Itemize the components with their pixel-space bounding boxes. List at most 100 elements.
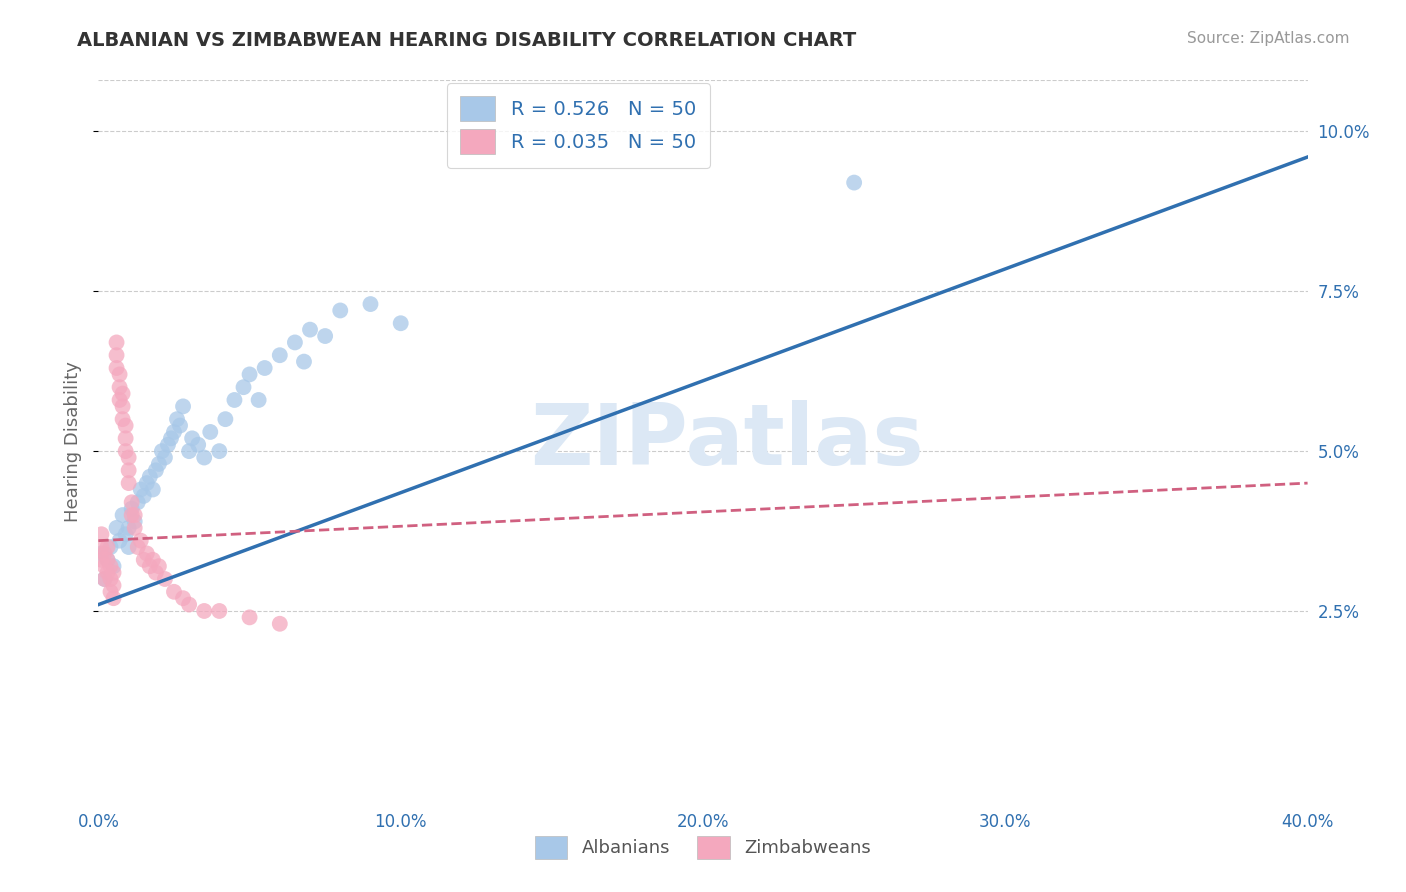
Point	[124, 508, 146, 522]
Point	[329, 303, 352, 318]
Point	[111, 508, 134, 522]
Point	[208, 444, 231, 458]
Point	[96, 553, 118, 567]
Point	[118, 521, 141, 535]
Point	[214, 412, 236, 426]
Point	[108, 368, 131, 382]
Point	[163, 584, 186, 599]
Point	[90, 546, 112, 560]
Point	[103, 566, 125, 580]
Point	[129, 483, 152, 497]
Point	[108, 392, 131, 407]
Point	[121, 501, 143, 516]
Point	[127, 495, 149, 509]
Text: ZIPatlas: ZIPatlas	[530, 400, 924, 483]
Point	[105, 361, 128, 376]
Point	[160, 431, 183, 445]
Y-axis label: Hearing Disability: Hearing Disability	[65, 361, 83, 522]
Point	[90, 527, 112, 541]
Point	[129, 533, 152, 548]
Point	[208, 604, 231, 618]
Point	[111, 412, 134, 426]
Point	[200, 425, 222, 439]
Point	[93, 546, 115, 560]
Point	[232, 380, 254, 394]
Point	[145, 463, 167, 477]
Point	[163, 425, 186, 439]
Point	[148, 559, 170, 574]
Point	[389, 316, 412, 330]
Point	[150, 444, 173, 458]
Point	[145, 566, 167, 580]
Point	[132, 489, 155, 503]
Point	[100, 540, 122, 554]
Point	[224, 392, 246, 407]
Legend: Albanians, Zimbabweans: Albanians, Zimbabweans	[527, 829, 879, 866]
Point	[105, 335, 128, 350]
Point	[314, 329, 336, 343]
Point	[121, 495, 143, 509]
Point	[111, 386, 134, 401]
Point	[169, 418, 191, 433]
Point	[90, 553, 112, 567]
Point	[96, 566, 118, 580]
Point	[148, 457, 170, 471]
Point	[360, 297, 382, 311]
Point	[100, 559, 122, 574]
Point	[103, 591, 125, 606]
Point	[100, 584, 122, 599]
Point	[100, 572, 122, 586]
Text: ALBANIAN VS ZIMBABWEAN HEARING DISABILITY CORRELATION CHART: ALBANIAN VS ZIMBABWEAN HEARING DISABILIT…	[77, 31, 856, 50]
Point	[153, 572, 176, 586]
Point	[179, 598, 201, 612]
Text: Source: ZipAtlas.com: Source: ZipAtlas.com	[1187, 31, 1350, 46]
Point	[269, 348, 291, 362]
Point	[269, 616, 291, 631]
Point	[284, 335, 307, 350]
Point	[121, 508, 143, 522]
Point	[124, 521, 146, 535]
Point	[93, 572, 115, 586]
Point	[90, 540, 112, 554]
Point	[181, 431, 204, 445]
Point	[124, 515, 146, 529]
Point	[239, 610, 262, 624]
Point	[114, 418, 136, 433]
Point	[135, 476, 157, 491]
Point	[127, 540, 149, 554]
Point	[103, 559, 125, 574]
Point	[114, 431, 136, 445]
Point	[105, 348, 128, 362]
Point	[193, 450, 215, 465]
Point	[142, 483, 165, 497]
Point	[187, 438, 209, 452]
Point	[135, 546, 157, 560]
Point	[844, 176, 866, 190]
Point	[142, 553, 165, 567]
Point	[179, 444, 201, 458]
Point	[96, 553, 118, 567]
Point	[118, 450, 141, 465]
Point	[93, 572, 115, 586]
Point	[239, 368, 262, 382]
Point	[103, 578, 125, 592]
Point	[247, 392, 270, 407]
Point	[93, 559, 115, 574]
Point	[156, 438, 179, 452]
Point	[118, 476, 141, 491]
Point	[114, 527, 136, 541]
Point	[172, 400, 194, 414]
Point	[166, 412, 188, 426]
Point	[114, 444, 136, 458]
Point	[153, 450, 176, 465]
Point	[96, 540, 118, 554]
Point	[108, 380, 131, 394]
Point	[193, 604, 215, 618]
Point	[118, 540, 141, 554]
Point	[118, 463, 141, 477]
Point	[139, 469, 162, 483]
Point	[299, 323, 322, 337]
Point	[253, 361, 276, 376]
Point	[139, 559, 162, 574]
Point	[292, 354, 315, 368]
